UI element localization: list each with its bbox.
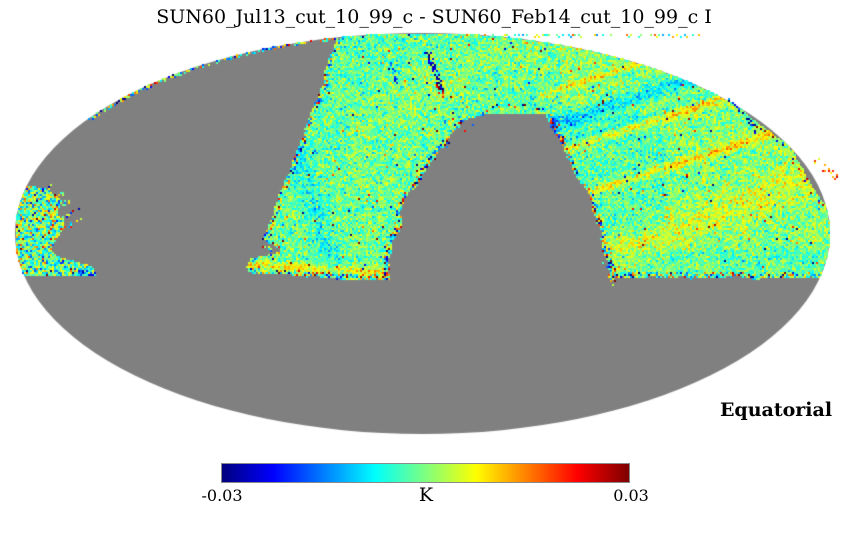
- colorbar-unit-label: K: [418, 484, 434, 506]
- sky-map-canvas: [0, 0, 850, 455]
- colorbar-gradient: [222, 464, 629, 482]
- colorbar: [221, 463, 630, 483]
- coordinate-system-label: Equatorial: [719, 399, 833, 421]
- colorbar-max-label: 0.03: [613, 486, 649, 505]
- colorbar-min-label: -0.03: [201, 486, 243, 505]
